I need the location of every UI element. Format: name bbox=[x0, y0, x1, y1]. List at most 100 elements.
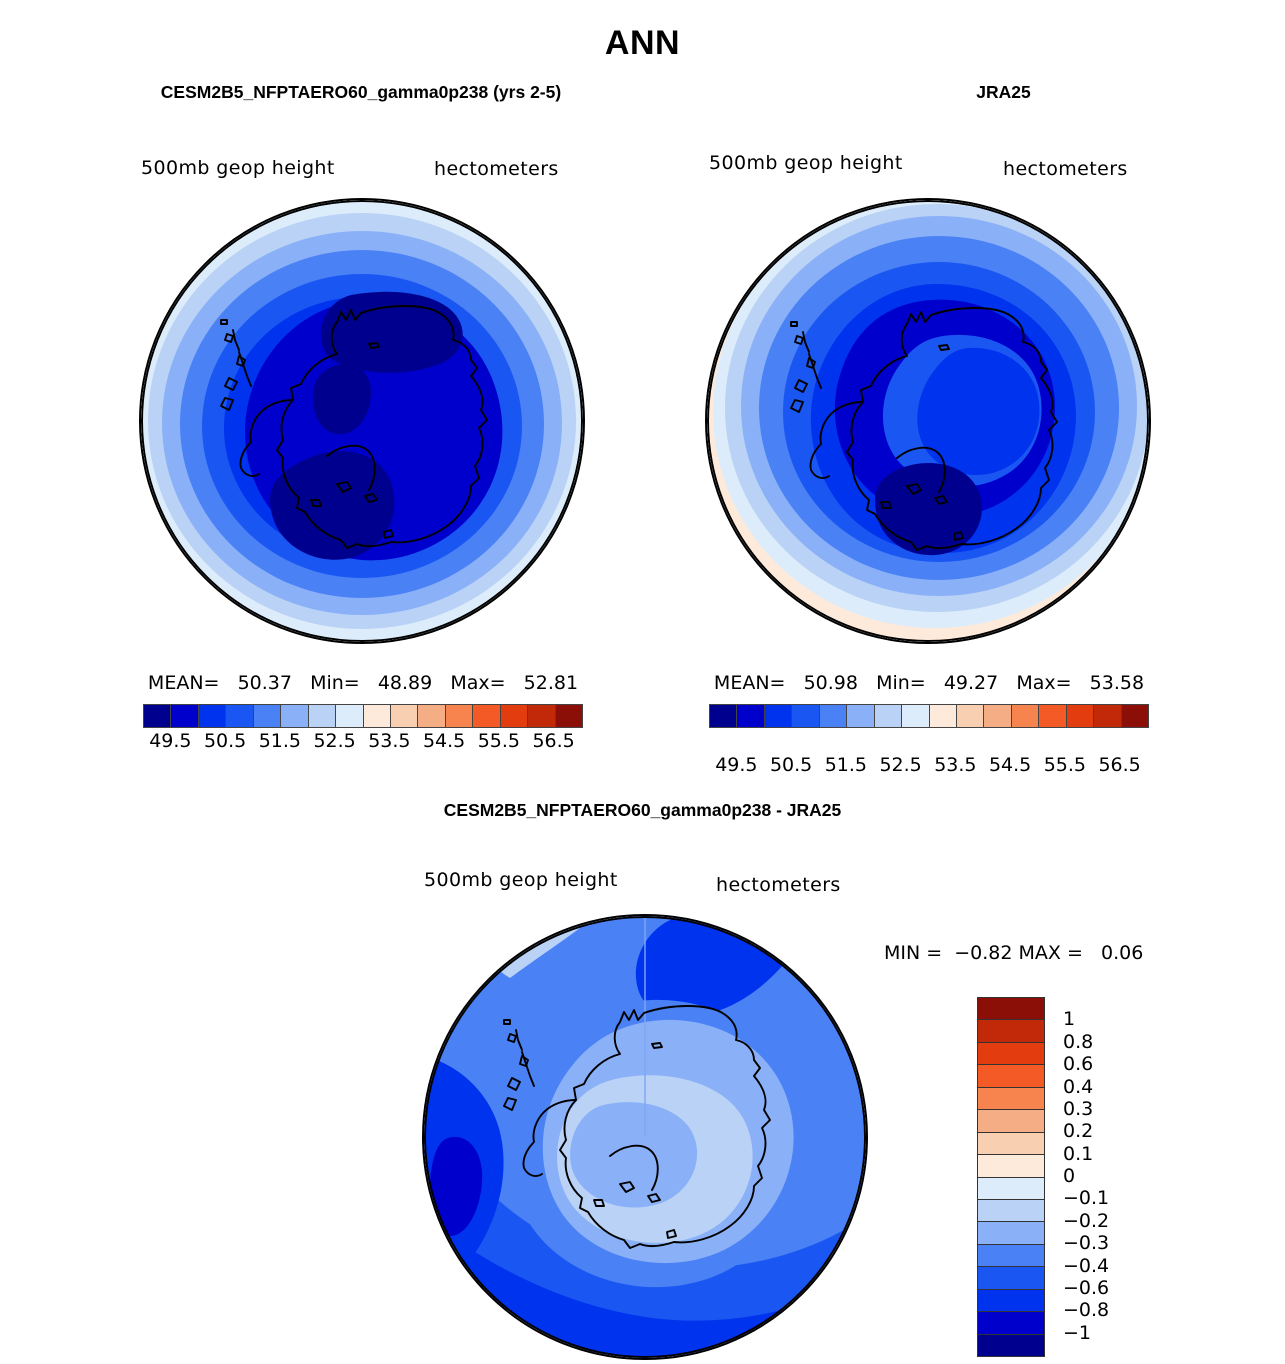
colorbar-swatch bbox=[336, 705, 364, 727]
colorbar-ticks-diff: 1 0.8 0.6 0.4 0.3 0.2 0.1 0 −0.1 −0.2 −0.3 −0.4 −0.6… bbox=[1055, 997, 1125, 1355]
colorbar-swatch bbox=[171, 705, 199, 727]
colorbar-swatch bbox=[978, 1244, 1044, 1268]
colorbar-tick-label: 56.5 bbox=[532, 730, 575, 752]
colorbar-tick-label: 0 bbox=[1063, 1165, 1076, 1187]
minmax-diff: MIN = −0.82 MAX = 0.06 bbox=[884, 942, 1144, 964]
colorbar-swatch bbox=[390, 705, 419, 727]
colorbar-swatch bbox=[1094, 705, 1122, 727]
colorbar-swatch bbox=[1011, 705, 1040, 727]
colorbar-swatch bbox=[737, 705, 765, 727]
colorbar-tick-label: 51.5 bbox=[824, 754, 868, 776]
colorbar-swatch bbox=[978, 1312, 1044, 1335]
colorbar-tick-label: 49.5 bbox=[715, 754, 758, 776]
field-label-model: 500mb geop height bbox=[141, 157, 335, 179]
colorbar-swatch bbox=[418, 705, 446, 727]
colorbar-swatch bbox=[819, 705, 848, 727]
map-model-500mb-geop-height bbox=[139, 198, 585, 644]
colorbar-swatch bbox=[500, 705, 529, 727]
colorbar-swatch bbox=[978, 1042, 1044, 1066]
field-label-obs: 500mb geop height bbox=[709, 152, 903, 174]
colorbar-tick-label: 54.5 bbox=[988, 754, 1032, 776]
panel-title-diff: CESM2B5_NFPTAERO60_gamma0p238 - JRA25 bbox=[443, 800, 842, 820]
colorbar-swatch bbox=[978, 1065, 1044, 1088]
colorbar-swatch bbox=[792, 705, 820, 727]
colorbar-tick-label: 50.5 bbox=[769, 754, 813, 776]
colorbar-swatch bbox=[555, 705, 582, 727]
stats-model: MEAN= 50.37 Min= 48.89 Max= 52.81 bbox=[147, 672, 579, 694]
colorbar-tick-label: 55.5 bbox=[1043, 754, 1087, 776]
colorbar-swatch bbox=[308, 705, 337, 727]
colorbar-tick-label: 0.3 bbox=[1063, 1097, 1094, 1120]
colorbar-tick-label: −0.3 bbox=[1063, 1232, 1110, 1255]
colorbar-swatch bbox=[978, 1267, 1044, 1290]
colorbar-tick-label: 51.5 bbox=[258, 730, 302, 752]
colorbar-swatch bbox=[710, 705, 738, 727]
colorbar-tick-label: −1 bbox=[1063, 1321, 1092, 1344]
colorbar-swatch bbox=[253, 705, 282, 727]
colorbar-tick-label: −0.1 bbox=[1063, 1187, 1110, 1210]
colorbar-swatch bbox=[1121, 705, 1148, 727]
colorbar-tick-label: 54.5 bbox=[422, 730, 466, 752]
colorbar-swatch bbox=[281, 705, 309, 727]
colorbar-tick-label: 56.5 bbox=[1098, 754, 1141, 776]
colorbar-ticks-obs: 49.5 50.5 51.5 52.5 53.5 54.5 55.5 56.5 bbox=[709, 754, 1147, 778]
colorbar-tick-label: 50.5 bbox=[203, 730, 247, 752]
colorbar-swatch bbox=[978, 1289, 1044, 1313]
units-label-obs: hectometers bbox=[1003, 158, 1128, 180]
colorbar-swatch bbox=[1039, 705, 1067, 727]
colorbar-swatch bbox=[978, 1087, 1044, 1111]
colorbar-tick-label: 53.5 bbox=[368, 730, 411, 752]
colorbar-tick-label: −0.4 bbox=[1063, 1254, 1110, 1277]
colorbar-swatch bbox=[473, 705, 501, 727]
colorbar-swatch bbox=[874, 705, 903, 727]
colorbar-diff-wrap: 1 0.8 0.6 0.4 0.3 0.2 0.1 0 −0.1 −0.2 −0.3 −0.4 −0.6… bbox=[977, 997, 1125, 1357]
colorbar-tick-label: −0.2 bbox=[1063, 1209, 1110, 1232]
colorbar-swatch bbox=[528, 705, 556, 727]
colorbar-swatch bbox=[978, 1110, 1044, 1133]
colorbar-swatch bbox=[226, 705, 254, 727]
colorbar-diff bbox=[977, 997, 1045, 1357]
colorbar-tick-label: 53.5 bbox=[934, 754, 977, 776]
panel-title-model: CESM2B5_NFPTAERO60_gamma0p238 (yrs 2-5) bbox=[160, 82, 562, 102]
colorbar-tick-label: 0.4 bbox=[1063, 1075, 1094, 1098]
colorbar-swatch bbox=[978, 998, 1044, 1021]
colorbar-swatch bbox=[1066, 705, 1095, 727]
colorbar-swatch bbox=[445, 705, 474, 727]
colorbar-swatch bbox=[144, 705, 172, 727]
colorbar-swatch bbox=[363, 705, 391, 727]
colorbar-swatch bbox=[902, 705, 930, 727]
panel-title-obs: JRA25 bbox=[976, 82, 1031, 102]
colorbar-swatch bbox=[956, 705, 985, 727]
colorbar-swatch bbox=[764, 705, 793, 727]
colorbar-ticks-model: 49.5 50.5 51.5 52.5 53.5 54.5 55.5 56.5 bbox=[143, 730, 581, 754]
colorbar-tick-label: −0.8 bbox=[1063, 1299, 1110, 1322]
page-title: ANN bbox=[604, 24, 681, 62]
colorbar-swatch bbox=[978, 1155, 1044, 1178]
colorbar-tick-label: 0.1 bbox=[1063, 1142, 1094, 1165]
map-obs-500mb-geop-height bbox=[705, 198, 1151, 644]
colorbar-swatch bbox=[978, 1020, 1044, 1043]
map-diff-500mb-geop-height bbox=[422, 914, 868, 1360]
colorbar-swatch bbox=[929, 705, 957, 727]
colorbar-tick-label: 55.5 bbox=[477, 730, 521, 752]
stats-obs: MEAN= 50.98 Min= 49.27 Max= 53.58 bbox=[713, 672, 1145, 694]
colorbar-tick-label: 1 bbox=[1063, 1008, 1076, 1031]
colorbar-tick-label: 0.8 bbox=[1063, 1030, 1094, 1053]
units-label-diff: hectometers bbox=[716, 874, 841, 896]
colorbar-swatch bbox=[978, 1199, 1044, 1223]
colorbar-swatch bbox=[198, 705, 227, 727]
colorbar-obs bbox=[709, 704, 1149, 728]
colorbar-swatch bbox=[847, 705, 875, 727]
field-label-diff: 500mb geop height bbox=[424, 869, 618, 891]
colorbar-tick-label: −0.6 bbox=[1063, 1276, 1110, 1299]
colorbar-tick-label: 52.5 bbox=[313, 730, 356, 752]
colorbar-swatch bbox=[978, 1132, 1044, 1156]
colorbar-swatch bbox=[978, 1177, 1044, 1200]
colorbar-model bbox=[143, 704, 583, 728]
colorbar-swatch bbox=[978, 1222, 1044, 1245]
colorbar-swatch bbox=[978, 1334, 1044, 1356]
colorbar-swatch bbox=[984, 705, 1012, 727]
colorbar-tick-label: 49.5 bbox=[149, 730, 192, 752]
colorbar-tick-label: 52.5 bbox=[879, 754, 922, 776]
colorbar-tick-label: 0.2 bbox=[1063, 1120, 1094, 1143]
